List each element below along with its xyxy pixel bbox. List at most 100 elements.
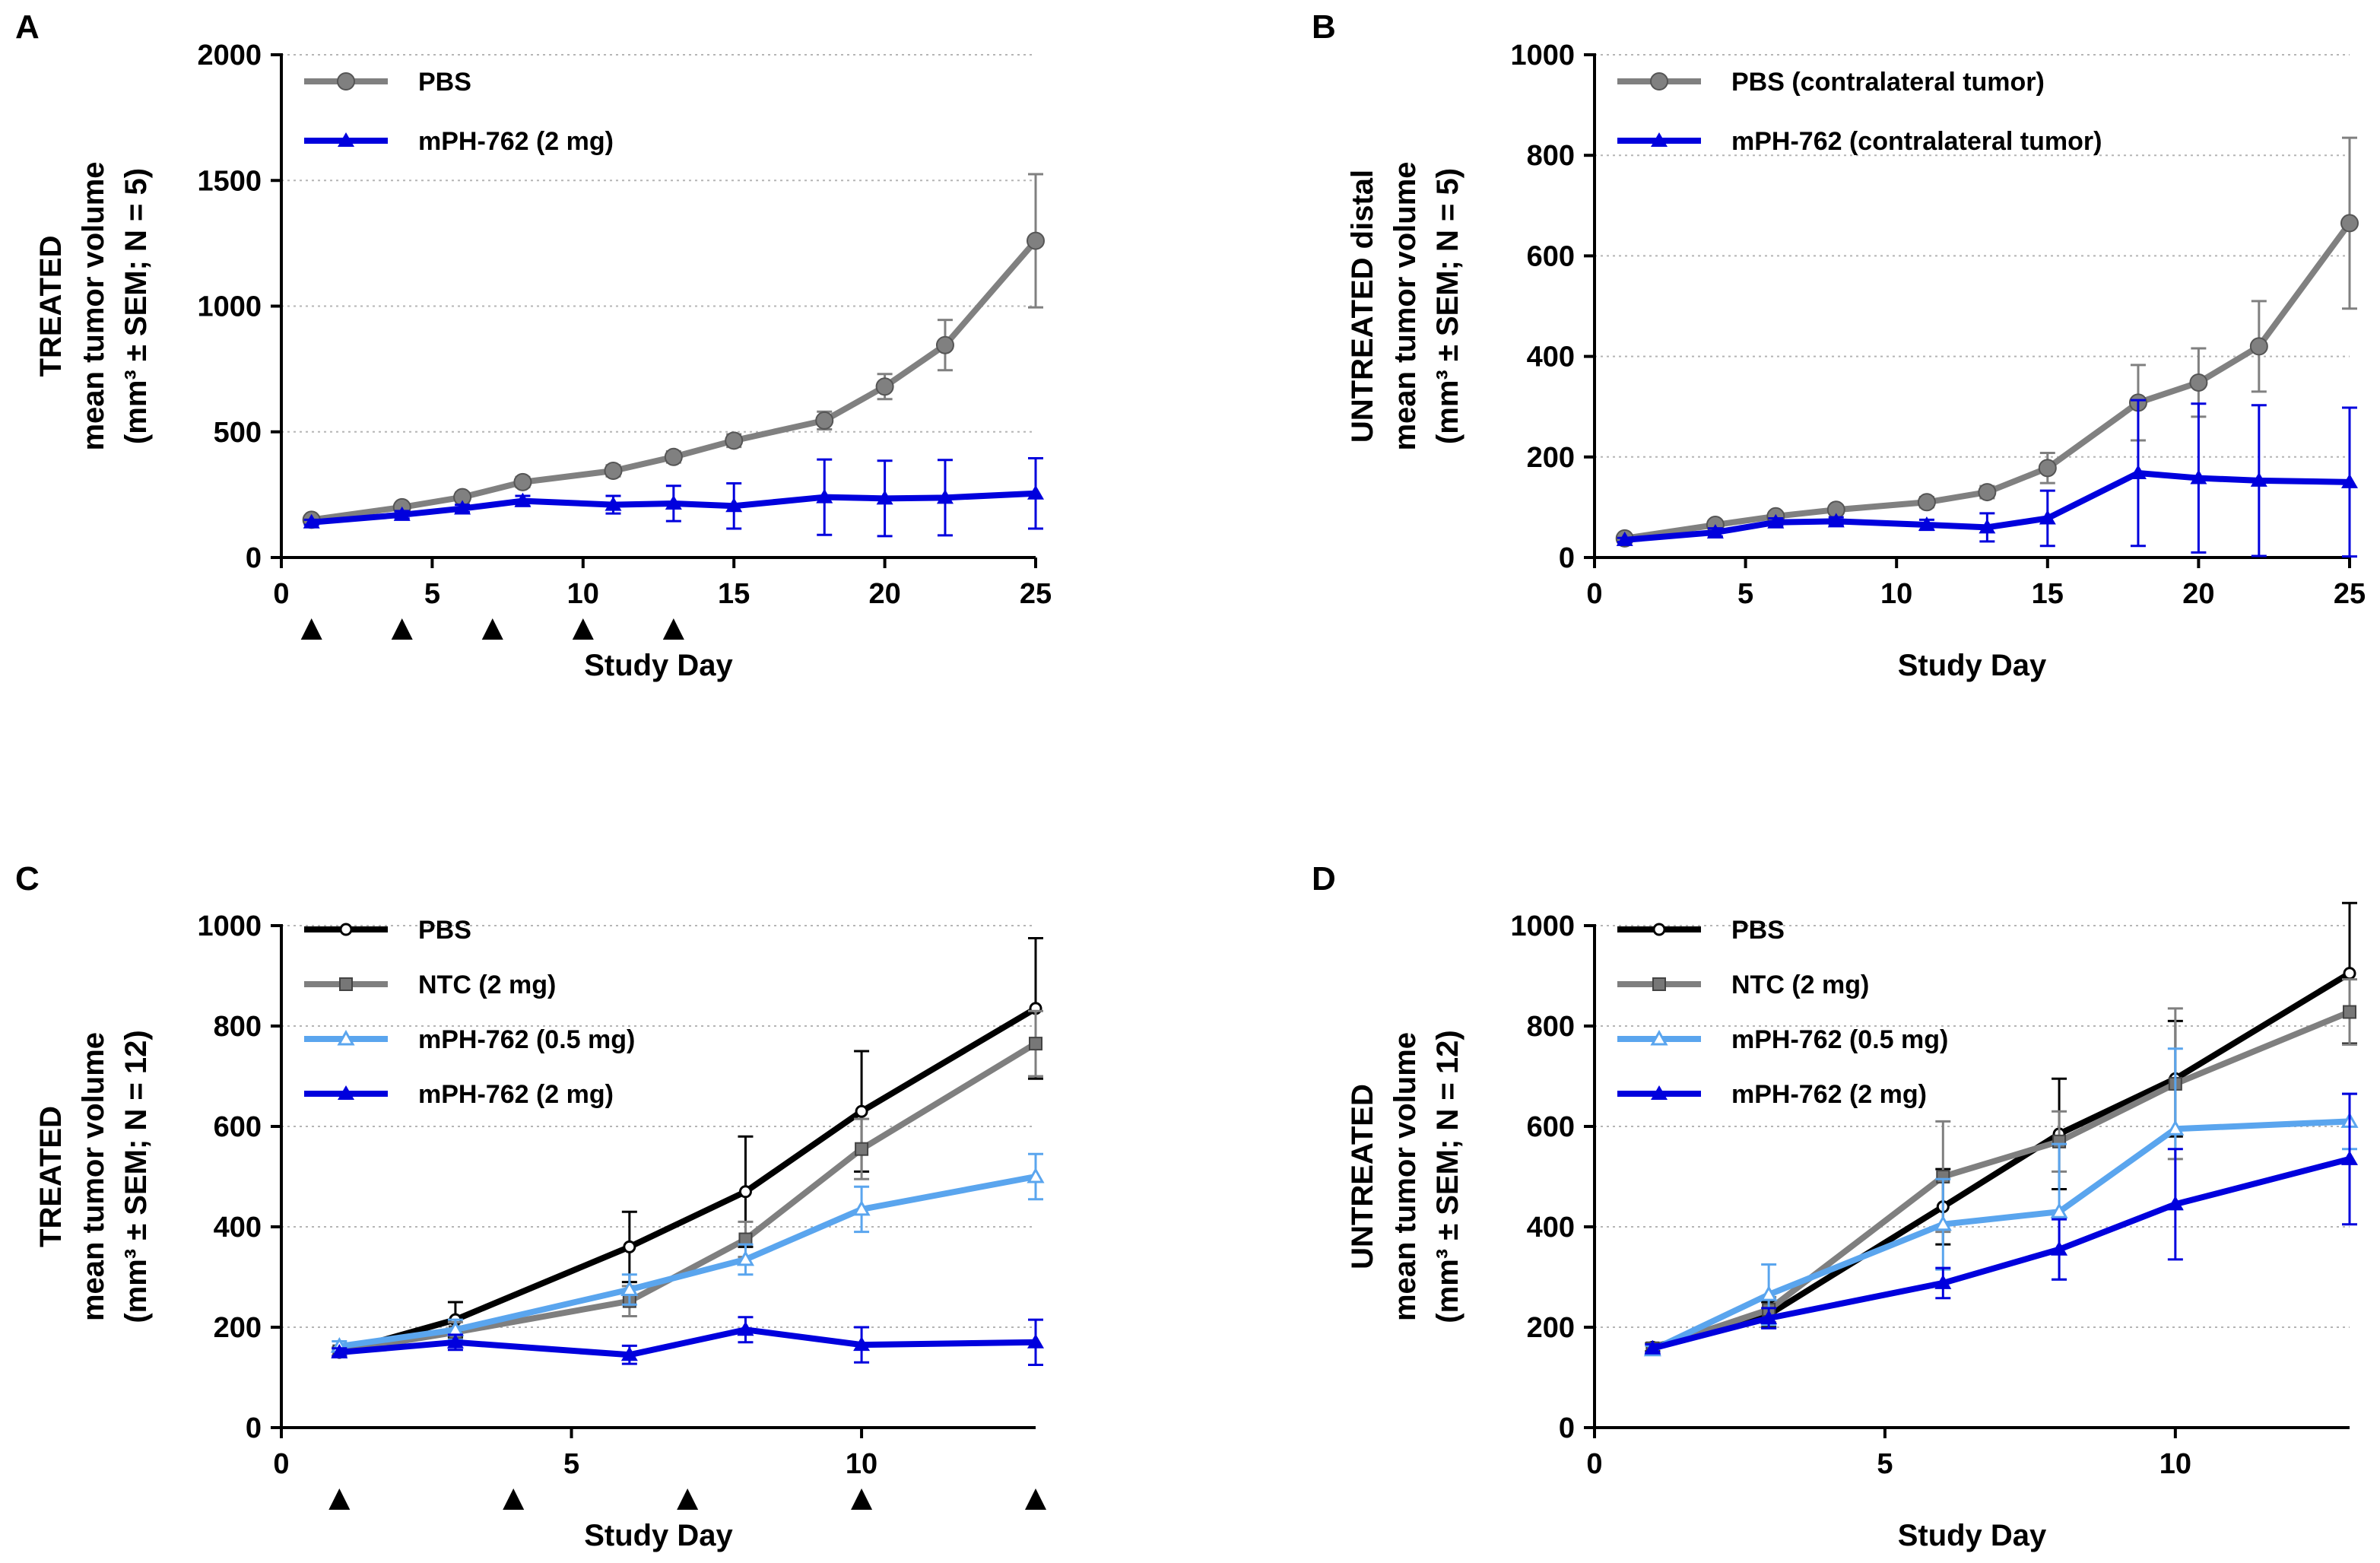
series-3: [331, 1316, 1044, 1366]
panel-letter: B: [1312, 8, 1336, 46]
dose-arrow-marker: [572, 618, 594, 640]
data-point: [855, 1104, 868, 1118]
y-axis-title-line: UNTREATED distal: [1346, 170, 1379, 443]
data-point: [2038, 459, 2057, 478]
legend-label: PBS (contralateral tumor): [1731, 68, 2045, 97]
data-point: [1979, 519, 1996, 534]
y-tick-label: 800: [1527, 1011, 1575, 1043]
y-axis-title-line: UNTREATED: [1346, 1084, 1379, 1269]
x-tick-label: 0: [1586, 1448, 1602, 1480]
y-tick-label: 1000: [197, 291, 262, 323]
data-point: [2129, 464, 2147, 479]
y-tick-label: 500: [214, 417, 262, 449]
y-tick-label: 400: [1527, 1212, 1575, 1244]
data-point: [513, 472, 532, 491]
data-point: [664, 447, 683, 466]
data-point: [1029, 1037, 1042, 1051]
y-axis-title-line: (mm³ ± SEM; N = 5): [119, 168, 153, 444]
data-point: [620, 1346, 638, 1361]
legend: PBS NTC (2 mg) mPH-762 (0.5 mg) mPH-762 (2 …: [1617, 916, 1948, 1109]
legend-label: mPH-762 (contralateral tumor): [1731, 127, 2102, 156]
data-point: [815, 411, 834, 430]
y-tick-label: 800: [1527, 140, 1575, 172]
data-point: [876, 490, 893, 505]
data-point: [736, 1250, 755, 1266]
y-axis-title-line: mean tumor volume: [1388, 161, 1422, 450]
y-axis-title-line: mean tumor volume: [77, 1032, 110, 1321]
y-axis-title-line: TREATED: [34, 236, 68, 377]
data-point: [737, 1321, 754, 1336]
data-point: [665, 494, 682, 510]
data-point: [725, 497, 743, 513]
y-tick-label: 1500: [197, 165, 262, 197]
data-point: [1027, 1167, 1045, 1183]
data-point: [2250, 472, 2267, 487]
data-point: [1934, 1215, 1952, 1231]
data-point: [2051, 1241, 2068, 1256]
dose-arrow-marker: [300, 618, 322, 640]
legend-marker: [1651, 1085, 1668, 1100]
x-tick-label: 5: [563, 1448, 579, 1480]
legend-label: PBS: [418, 68, 471, 97]
legend-marker: [339, 977, 353, 991]
y-axis-title-line: (mm³ ± SEM; N = 12): [1431, 1030, 1464, 1323]
x-tick-label: 10: [846, 1448, 877, 1480]
data-point: [1918, 516, 1935, 532]
legend-label: mPH-762 (0.5 mg): [1731, 1025, 1948, 1054]
series-1: [1616, 399, 2358, 558]
data-point: [2190, 469, 2207, 484]
legend-marker: [1650, 72, 1668, 91]
data-point: [816, 488, 833, 504]
legend-label: mPH-762 (0.5 mg): [418, 1025, 635, 1054]
legend: PBS NTC (2 mg) mPH-762 (0.5 mg) mPH-762 (2 …: [304, 916, 635, 1109]
x-axis-title: Study Day: [1898, 1519, 2047, 1552]
x-tick-label: 5: [1737, 578, 1753, 610]
dose-arrow-marker: [481, 618, 503, 640]
data-point: [1616, 531, 1633, 546]
y-tick-label: 1000: [1510, 910, 1575, 942]
data-point: [1027, 484, 1044, 500]
data-point: [393, 506, 411, 521]
legend: PBS (contralateral tumor) mPH-762 (contra…: [1617, 68, 2102, 156]
data-point: [331, 1344, 348, 1358]
legend-marker: [338, 1085, 354, 1100]
data-point: [2166, 1196, 2184, 1211]
dose-arrow-marker: [662, 618, 684, 640]
dose-arrow-marker: [1025, 1488, 1046, 1510]
legend-marker: [338, 132, 354, 147]
legend-marker: [339, 923, 353, 936]
y-tick-label: 0: [246, 542, 262, 574]
series-line: [338, 1174, 1036, 1350]
legend-label: PBS: [1731, 916, 1785, 945]
legend-marker: [337, 72, 355, 91]
data-point: [514, 492, 532, 507]
data-point: [1760, 1310, 1778, 1325]
y-tick-label: 800: [214, 1011, 262, 1043]
series-3: [1644, 1092, 2358, 1355]
data-point: [620, 1280, 639, 1296]
series-1: [332, 1009, 1043, 1358]
series-0: [332, 937, 1043, 1359]
y-tick-label: 200: [1527, 442, 1575, 474]
legend-label: NTC (2 mg): [418, 971, 556, 999]
data-point: [1644, 1339, 1661, 1355]
series-line: [338, 1326, 1036, 1358]
legend-label: mPH-762 (2 mg): [418, 1080, 614, 1109]
data-point: [852, 1199, 871, 1216]
data-point: [1978, 483, 1997, 502]
y-tick-label: 200: [1527, 1312, 1575, 1344]
data-point: [2340, 214, 2359, 233]
y-tick-label: 600: [214, 1111, 262, 1143]
data-point: [604, 461, 623, 480]
x-tick-label: 25: [1020, 578, 1052, 610]
series-0: [1615, 136, 2359, 548]
legend-label: mPH-762 (2 mg): [1731, 1080, 1927, 1109]
legend-marker: [1652, 977, 1666, 991]
panel-letter: D: [1312, 860, 1336, 897]
y-tick-label: 0: [246, 1412, 262, 1444]
series-line: [1652, 1009, 2351, 1352]
data-point: [2343, 1005, 2356, 1019]
data-point: [605, 496, 622, 511]
legend-marker: [337, 1029, 355, 1046]
y-axis-title-line: mean tumor volume: [77, 161, 110, 450]
